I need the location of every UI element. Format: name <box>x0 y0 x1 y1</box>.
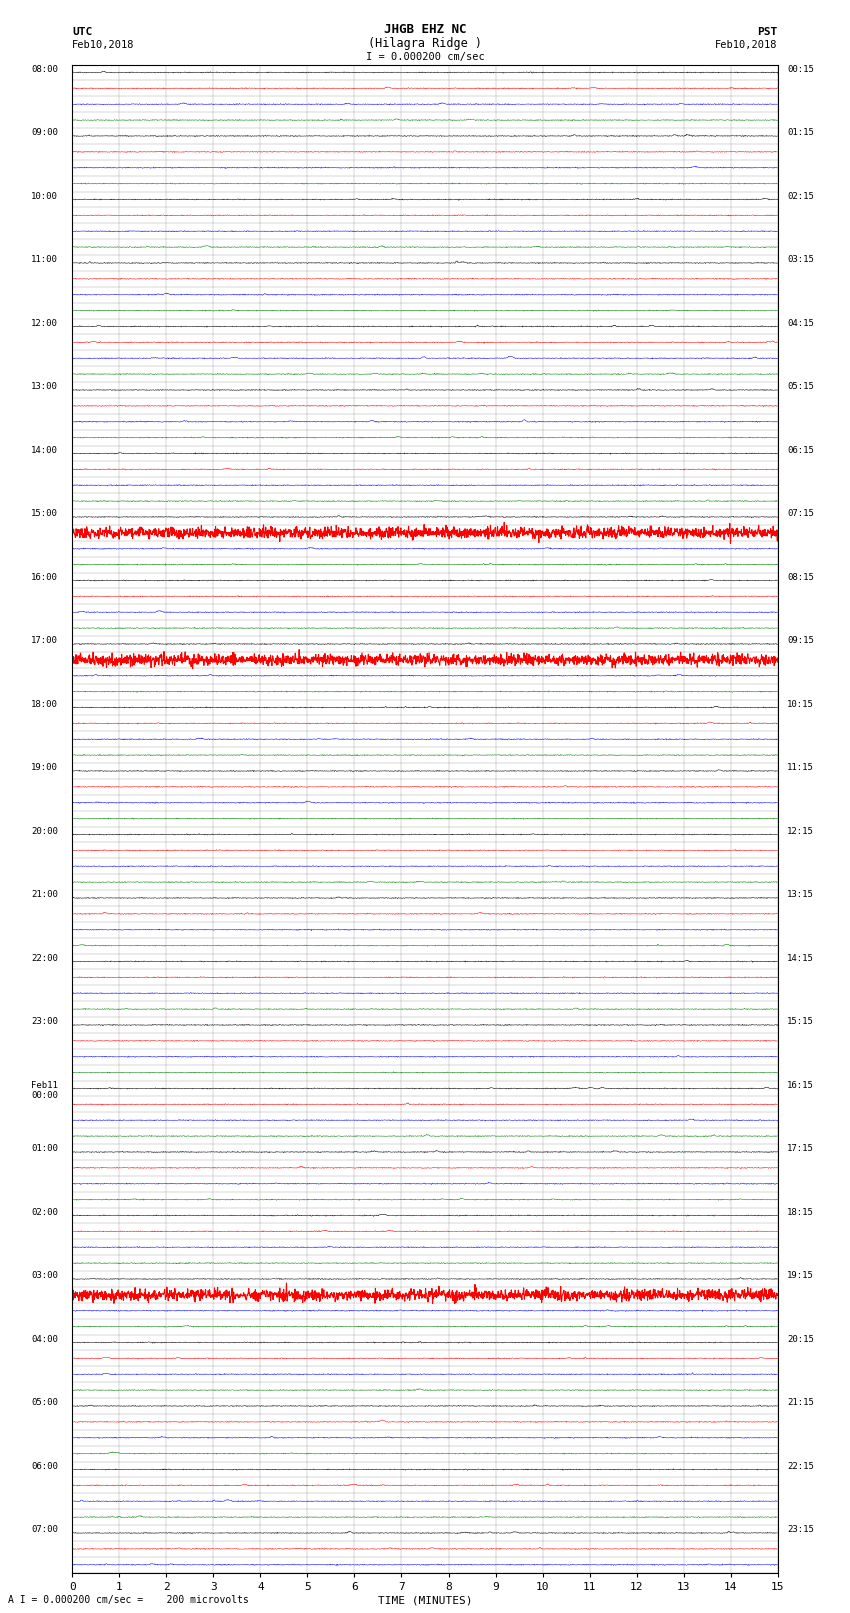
Text: (Hilagra Ridge ): (Hilagra Ridge ) <box>368 37 482 50</box>
Text: 09:15: 09:15 <box>787 636 814 645</box>
Text: 08:15: 08:15 <box>787 573 814 582</box>
Text: 07:15: 07:15 <box>787 510 814 518</box>
Text: 12:00: 12:00 <box>31 318 58 327</box>
Text: 13:15: 13:15 <box>787 890 814 898</box>
Text: JHGB EHZ NC: JHGB EHZ NC <box>383 23 467 35</box>
Text: Feb11
00:00: Feb11 00:00 <box>31 1081 58 1100</box>
Text: 11:15: 11:15 <box>787 763 814 773</box>
Text: 23:15: 23:15 <box>787 1524 814 1534</box>
Text: 14:15: 14:15 <box>787 953 814 963</box>
Text: 00:15: 00:15 <box>787 65 814 74</box>
Text: A I = 0.000200 cm/sec =    200 microvolts: A I = 0.000200 cm/sec = 200 microvolts <box>8 1595 249 1605</box>
Text: 03:15: 03:15 <box>787 255 814 265</box>
Text: 12:15: 12:15 <box>787 826 814 836</box>
Text: 05:00: 05:00 <box>31 1398 58 1407</box>
Text: 05:15: 05:15 <box>787 382 814 390</box>
Text: 09:00: 09:00 <box>31 127 58 137</box>
Text: 10:15: 10:15 <box>787 700 814 708</box>
Text: 14:00: 14:00 <box>31 445 58 455</box>
Text: 17:00: 17:00 <box>31 636 58 645</box>
Text: 19:15: 19:15 <box>787 1271 814 1281</box>
Text: 03:00: 03:00 <box>31 1271 58 1281</box>
Text: 23:00: 23:00 <box>31 1018 58 1026</box>
Text: 18:15: 18:15 <box>787 1208 814 1216</box>
Text: UTC: UTC <box>72 27 93 37</box>
Text: 21:15: 21:15 <box>787 1398 814 1407</box>
Text: 07:00: 07:00 <box>31 1524 58 1534</box>
Text: 04:00: 04:00 <box>31 1334 58 1344</box>
X-axis label: TIME (MINUTES): TIME (MINUTES) <box>377 1595 473 1607</box>
Text: 16:00: 16:00 <box>31 573 58 582</box>
Text: 11:00: 11:00 <box>31 255 58 265</box>
Text: I = 0.000200 cm/sec: I = 0.000200 cm/sec <box>366 52 484 61</box>
Text: 20:15: 20:15 <box>787 1334 814 1344</box>
Text: 08:00: 08:00 <box>31 65 58 74</box>
Text: 22:00: 22:00 <box>31 953 58 963</box>
Text: 01:15: 01:15 <box>787 127 814 137</box>
Text: 13:00: 13:00 <box>31 382 58 390</box>
Text: 15:00: 15:00 <box>31 510 58 518</box>
Text: 02:15: 02:15 <box>787 192 814 200</box>
Text: 15:15: 15:15 <box>787 1018 814 1026</box>
Text: Feb10,2018: Feb10,2018 <box>715 40 778 50</box>
Text: 20:00: 20:00 <box>31 826 58 836</box>
Text: 18:00: 18:00 <box>31 700 58 708</box>
Text: 16:15: 16:15 <box>787 1081 814 1089</box>
Text: 06:15: 06:15 <box>787 445 814 455</box>
Text: Feb10,2018: Feb10,2018 <box>72 40 135 50</box>
Text: 01:00: 01:00 <box>31 1144 58 1153</box>
Text: 10:00: 10:00 <box>31 192 58 200</box>
Text: PST: PST <box>757 27 778 37</box>
Text: 06:00: 06:00 <box>31 1461 58 1471</box>
Text: 17:15: 17:15 <box>787 1144 814 1153</box>
Text: 02:00: 02:00 <box>31 1208 58 1216</box>
Text: 04:15: 04:15 <box>787 318 814 327</box>
Text: 22:15: 22:15 <box>787 1461 814 1471</box>
Text: 21:00: 21:00 <box>31 890 58 898</box>
Text: 19:00: 19:00 <box>31 763 58 773</box>
